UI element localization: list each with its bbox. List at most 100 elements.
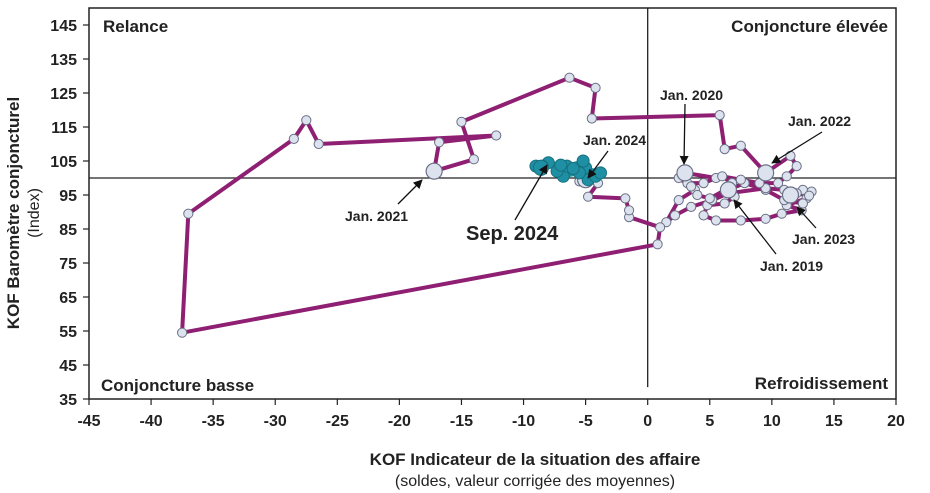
data-point — [655, 222, 666, 233]
data-point — [301, 115, 312, 126]
data-point — [797, 198, 808, 209]
data-point — [288, 133, 299, 144]
y-tick-label: 105 — [50, 154, 77, 171]
data-point — [719, 144, 730, 155]
annotation-label: Jan. 2020 — [660, 87, 723, 103]
data-point — [686, 181, 697, 192]
data-point — [582, 191, 594, 202]
data-point — [803, 190, 815, 201]
y-tick-label: 115 — [51, 120, 77, 137]
data-point — [652, 239, 663, 250]
highlight-point-recent — [532, 159, 549, 176]
data-point — [673, 195, 684, 206]
y-tick-labels: 35 45 55 65 75 85 95 105 115 125 135 145 — [50, 18, 89, 409]
data-point — [183, 208, 194, 219]
quadrant-label-top-left: Relance — [103, 17, 168, 36]
y-tick-label: 145 — [50, 18, 77, 35]
y-tick-label: 45 — [59, 358, 77, 375]
data-point — [772, 178, 784, 189]
x-tick-label: -45 — [77, 413, 100, 430]
data-point-recent — [554, 158, 568, 172]
plot-frame — [88, 7, 897, 400]
data-point-recent — [576, 154, 590, 168]
annotation-arrow — [514, 164, 548, 221]
highlight-point — [676, 164, 694, 182]
data-point — [735, 140, 746, 151]
data-point — [735, 215, 746, 226]
data-point — [623, 205, 635, 216]
quadrant-label-bottom-right: Refroidissement — [755, 374, 889, 393]
data-point-recent — [594, 166, 608, 180]
x-tick-label: -10 — [512, 413, 535, 430]
annotation-label: Jan. 2019 — [760, 258, 823, 274]
quadrant-label-bottom-left: Conjoncture basse — [101, 376, 254, 395]
annotation-label: Jan. 2022 — [788, 113, 851, 129]
y-tick-label: 85 — [59, 222, 77, 239]
data-point — [686, 201, 697, 212]
y-axis-sublabel: (Index) — [26, 188, 43, 238]
x-tick-label: -35 — [202, 413, 225, 430]
y-tick-label: 135 — [50, 52, 77, 69]
x-tick-label: -25 — [326, 413, 349, 430]
annotation-label: Jan. 2023 — [792, 231, 855, 247]
plot-border — [88, 7, 897, 400]
highlight-point — [781, 186, 800, 204]
quadrant-label-top-right: Conjoncture élevée — [731, 17, 888, 36]
annotation-arrow — [733, 199, 777, 255]
y-tick-label: 95 — [59, 188, 77, 205]
data-point — [434, 137, 445, 148]
data-point — [468, 154, 479, 165]
annotation-arrow — [679, 103, 689, 165]
x-tick-label: -5 — [578, 413, 592, 430]
x-tick-label: -30 — [264, 413, 287, 430]
data-point — [735, 174, 746, 185]
data-point — [781, 171, 792, 182]
data-point — [620, 193, 631, 204]
y-tick-label: 75 — [59, 256, 77, 273]
data-point — [692, 189, 703, 201]
y-tick-label: 125 — [50, 86, 77, 103]
data-point — [669, 210, 681, 221]
data-point — [710, 215, 722, 226]
data-point — [760, 213, 771, 224]
x-axis-sublabel: (soldes, valeur corrigée des moyennes) — [395, 473, 675, 490]
annotations: Jan. 2020 Jan. 2022 Jan. 2024 Jan. 2021 Jan.… — [345, 87, 855, 274]
data-point — [698, 210, 709, 221]
highlight-point — [757, 164, 775, 182]
data-point — [717, 171, 728, 182]
data-point — [491, 130, 502, 141]
x-tick-label: 10 — [763, 413, 781, 430]
data-point — [456, 116, 467, 128]
data-point — [714, 110, 725, 121]
data-point — [590, 82, 601, 94]
annotation-label: Sep. 2024 — [466, 223, 559, 245]
y-tick-label: 65 — [59, 290, 77, 307]
annotation-arrow — [587, 150, 609, 179]
x-tick-label: 15 — [825, 413, 843, 430]
x-tick-labels: -45 -40 -35 -30 -25 -20 -15 -10 -5 0 5 10 15 20 — [77, 399, 905, 430]
highlight-point — [425, 162, 443, 180]
data-point — [791, 161, 802, 172]
annotation-label: Jan. 2021 — [345, 208, 408, 224]
data-point — [313, 138, 324, 150]
y-tick-label: 35 — [59, 392, 77, 409]
x-tick-label: 0 — [643, 413, 652, 430]
annotation-arrow — [796, 206, 817, 229]
data-point — [785, 150, 796, 161]
annotation-label: Jan. 2024 — [583, 132, 646, 148]
y-axis-label: KOF Baromètre conjoncturel — [4, 97, 23, 329]
data-point — [586, 113, 597, 124]
highlight-point — [719, 181, 737, 199]
data-markers — [177, 72, 817, 338]
annotation-arrow — [771, 131, 823, 164]
data-point — [719, 198, 730, 209]
data-point — [704, 193, 715, 204]
data-point-recent — [566, 161, 580, 175]
x-tick-label: -20 — [388, 413, 411, 430]
y-tick-label: 55 — [59, 324, 77, 341]
x-tick-label: -40 — [140, 413, 163, 430]
annotation-arrow — [397, 179, 423, 205]
x-axis-label: KOF Indicateur de la situation des affai… — [370, 450, 701, 469]
data-point — [177, 327, 188, 338]
